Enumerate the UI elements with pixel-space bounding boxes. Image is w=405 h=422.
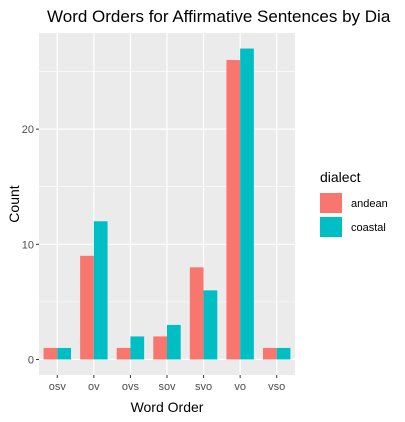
bar-andean-ovs — [117, 348, 131, 360]
bar-andean-vso — [263, 348, 277, 360]
bar-andean-osv — [44, 348, 58, 360]
chart-title: Word Orders for Affirmative Sentences by… — [47, 7, 391, 26]
legend-key-coastal — [320, 217, 342, 237]
legend-label-coastal: coastal — [351, 222, 386, 234]
x-tick-label: sov — [158, 381, 176, 393]
x-tick-label: osv — [49, 381, 67, 393]
x-tick-label: ovs — [122, 381, 140, 393]
x-axis-title: Word Order — [131, 399, 204, 415]
bar-coastal-ovs — [130, 336, 144, 359]
bar-coastal-vso — [277, 348, 291, 360]
y-tick-label: 10 — [22, 239, 34, 251]
x-tick-label: vo — [234, 381, 246, 393]
x-tick-label: ov — [88, 381, 100, 393]
bar-andean-sov — [153, 336, 167, 359]
bar-coastal-vo — [240, 49, 254, 360]
bar-andean-ov — [80, 256, 94, 360]
bar-coastal-svo — [204, 290, 218, 359]
bar-coastal-ov — [94, 221, 108, 359]
y-tick-label: 20 — [22, 124, 34, 136]
x-tick-label: svo — [195, 381, 212, 393]
legend-key-andean — [320, 193, 342, 213]
bar-andean-vo — [226, 60, 240, 359]
y-tick-label: 0 — [28, 354, 34, 366]
legend-title: dialect — [320, 169, 361, 185]
x-axis-ticks: osv ov ovs sov svo vo vso — [49, 375, 286, 393]
y-axis-ticks: 0 10 20 — [22, 124, 39, 366]
bar-coastal-sov — [167, 325, 181, 360]
x-tick-label: vso — [268, 381, 285, 393]
bar-andean-svo — [190, 267, 204, 359]
bar-coastal-osv — [57, 348, 71, 360]
legend: dialect andean coastal — [320, 169, 388, 237]
legend-label-andean: andean — [351, 198, 388, 210]
y-axis-title: Count — [6, 185, 22, 222]
